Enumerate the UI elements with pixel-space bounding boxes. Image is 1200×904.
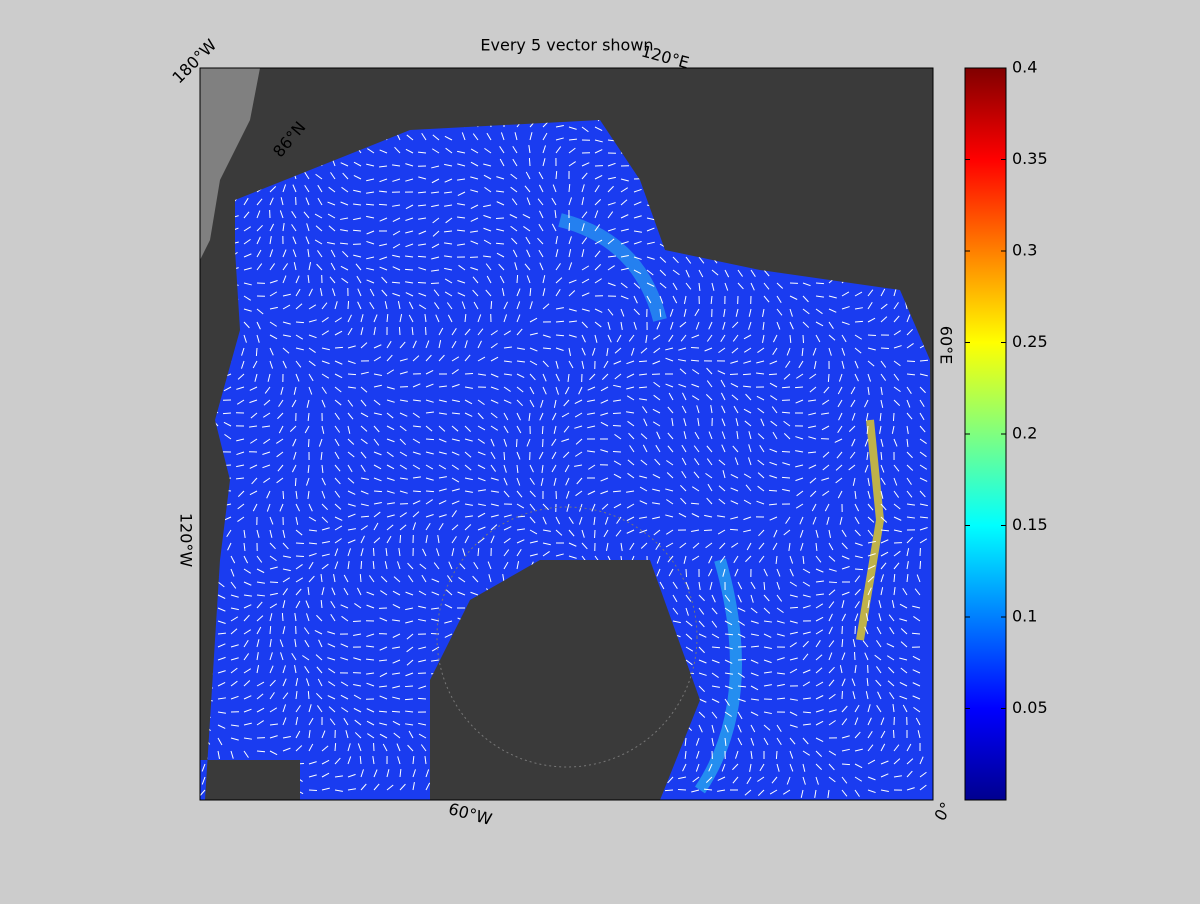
map-label: 0° bbox=[930, 799, 956, 824]
vector-arrow bbox=[678, 789, 686, 790]
vector-arrow bbox=[418, 282, 426, 283]
vector-arrow bbox=[704, 530, 712, 531]
vector-arrow bbox=[270, 582, 278, 583]
vector-arrow bbox=[348, 301, 349, 309]
vector-arrow bbox=[868, 335, 876, 336]
vector-arrow bbox=[893, 730, 894, 738]
vector-arrow bbox=[496, 218, 504, 219]
colorbar bbox=[965, 68, 1006, 800]
vector-arrow bbox=[803, 335, 804, 343]
vector-arrow bbox=[308, 439, 309, 447]
vector-arrow bbox=[270, 626, 271, 634]
map-label: 60°W bbox=[446, 799, 494, 829]
vector-arrow bbox=[335, 743, 336, 751]
vector-arrow bbox=[639, 387, 647, 388]
vector-arrow bbox=[686, 569, 687, 577]
vector-arrow bbox=[769, 374, 777, 375]
vector-arrow bbox=[308, 691, 309, 699]
vector-arrow bbox=[893, 413, 894, 421]
vector-arrow bbox=[360, 574, 361, 582]
vector-arrow bbox=[374, 491, 382, 492]
vector-arrow bbox=[405, 686, 413, 687]
vector-arrow bbox=[691, 347, 699, 348]
colorbar-tick-label: 0.3 bbox=[1012, 241, 1037, 260]
vector-arrow bbox=[730, 529, 738, 530]
vector-arrow bbox=[392, 711, 400, 712]
vector-arrow bbox=[413, 491, 421, 492]
vector-arrow bbox=[296, 556, 304, 557]
vector-arrow bbox=[353, 621, 361, 622]
vector-arrow bbox=[529, 158, 530, 166]
vector-arrow bbox=[426, 439, 434, 440]
colorbar-tick-label: 0.05 bbox=[1012, 698, 1048, 717]
vector-arrow bbox=[855, 569, 863, 570]
vector-arrow bbox=[569, 223, 570, 231]
vector-arrow bbox=[691, 360, 699, 361]
vector-arrow bbox=[776, 751, 777, 759]
vector-arrow bbox=[256, 348, 257, 356]
vector-arrow bbox=[491, 301, 492, 309]
vector-arrow bbox=[335, 347, 343, 348]
vector-arrow bbox=[379, 204, 387, 205]
vector-arrow bbox=[842, 764, 850, 765]
vector-arrow bbox=[426, 491, 434, 492]
vector-arrow bbox=[829, 582, 837, 583]
vector-arrow bbox=[400, 535, 401, 543]
vector-arrow bbox=[795, 387, 803, 388]
vector-arrow bbox=[842, 639, 843, 647]
vector-arrow bbox=[418, 698, 426, 699]
vector-arrow bbox=[282, 613, 283, 621]
vector-arrow bbox=[223, 413, 231, 414]
vector-arrow bbox=[431, 283, 439, 284]
vector-arrow bbox=[769, 490, 777, 491]
colorbar-tick-label: 0.1 bbox=[1012, 607, 1037, 626]
vector-arrow bbox=[920, 561, 921, 569]
vector-arrow bbox=[283, 491, 284, 499]
vector-arrow bbox=[517, 275, 518, 283]
vector-arrow bbox=[543, 348, 551, 349]
vector-arrow bbox=[639, 361, 647, 362]
colorbar-tick-label: 0.15 bbox=[1012, 515, 1048, 534]
vector-arrow bbox=[556, 171, 557, 179]
vector-arrow bbox=[295, 478, 296, 486]
vector-arrow bbox=[855, 321, 863, 322]
colorbar-tick-label: 0.4 bbox=[1012, 58, 1037, 77]
vector-arrow bbox=[881, 348, 889, 349]
colorbar-tick-label: 0.35 bbox=[1012, 149, 1048, 168]
colorbar-tick-label: 0.25 bbox=[1012, 332, 1048, 351]
vector-arrow bbox=[828, 374, 829, 382]
vector-arrow bbox=[348, 374, 356, 375]
map-label: 120°W bbox=[177, 513, 196, 568]
vector-arrow bbox=[613, 491, 621, 492]
vector-arrow bbox=[665, 790, 673, 791]
vector-arrow bbox=[399, 327, 400, 335]
vector-arrow bbox=[743, 374, 751, 375]
vector-arrow bbox=[373, 548, 374, 556]
map-label: 60°E bbox=[937, 326, 956, 364]
vector-arrow bbox=[309, 790, 317, 791]
vector-arrow bbox=[361, 561, 362, 569]
vector-arrow bbox=[790, 607, 798, 608]
vector-arrow bbox=[542, 426, 543, 434]
vector-arrow bbox=[405, 269, 413, 270]
title: Every 5 vector shown bbox=[480, 36, 653, 55]
colorbar-tick-label: 0.2 bbox=[1012, 424, 1037, 443]
vector-arrow bbox=[816, 283, 824, 284]
vector-arrow bbox=[418, 256, 426, 257]
vector-arrow bbox=[405, 699, 413, 700]
vector-arrow bbox=[782, 477, 790, 478]
vector-arrow bbox=[296, 322, 304, 323]
vector-arrow bbox=[504, 452, 505, 460]
